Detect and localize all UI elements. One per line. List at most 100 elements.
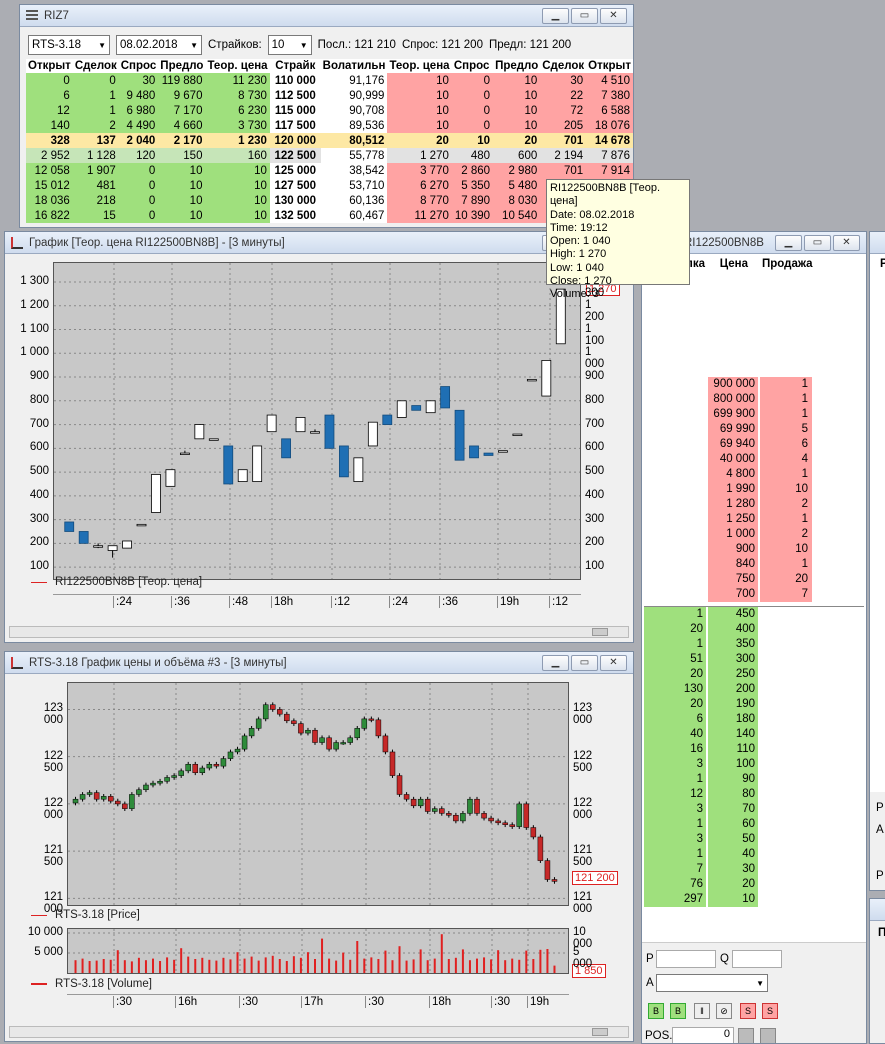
dom-row[interactable]: 3 50: [644, 832, 864, 847]
dom-price-cell[interactable]: 250: [708, 667, 758, 682]
dom-sell-cell[interactable]: 20: [760, 572, 812, 587]
table-cell[interactable]: 15 012: [26, 178, 73, 193]
table-cell[interactable]: 10: [205, 178, 270, 193]
dom-price-cell[interactable]: 4 800: [708, 467, 758, 482]
dom-sell-cell[interactable]: 1: [760, 512, 812, 527]
dom-sell-cell[interactable]: [760, 637, 812, 652]
table-cell[interactable]: 20: [387, 133, 452, 148]
table-cell[interactable]: 1 128: [72, 148, 119, 163]
chart2-scrollbar[interactable]: [9, 1026, 629, 1038]
col-header[interactable]: Сделок: [72, 59, 119, 73]
table-cell[interactable]: 5 480: [493, 178, 541, 193]
table-cell[interactable]: 150: [158, 148, 206, 163]
dom-price-cell[interactable]: 110: [708, 742, 758, 757]
table-row[interactable]: 12 1 6 980 7 170 6 230 115 000 90,708 10 0 10 72 6 …: [26, 103, 633, 118]
dom-price-cell[interactable]: 400: [708, 622, 758, 637]
col-header[interactable]: Спрос: [118, 59, 159, 73]
dom-sell-cell[interactable]: 10: [760, 482, 812, 497]
table-cell[interactable]: 6 980: [118, 103, 159, 118]
dom-price-cell[interactable]: 80: [708, 787, 758, 802]
table-cell[interactable]: 1 907: [72, 163, 119, 178]
table-cell[interactable]: 2 952: [26, 148, 73, 163]
table-cell[interactable]: 6: [26, 88, 73, 103]
table-cell[interactable]: 140: [26, 118, 73, 133]
dom-buy-cell[interactable]: 20: [644, 667, 706, 682]
dom-row[interactable]: 6 180: [644, 712, 864, 727]
dom-row[interactable]: 12 80: [644, 787, 864, 802]
window-menu-icon[interactable]: [26, 9, 38, 22]
table-cell[interactable]: 7 890: [451, 193, 494, 208]
maximize-icon[interactable]: ▭: [571, 655, 598, 671]
dom-row[interactable]: 900 000 1: [644, 377, 864, 392]
dom-row[interactable]: 40 140: [644, 727, 864, 742]
table-cell[interactable]: 137: [72, 133, 119, 148]
dom-sell-cell[interactable]: [760, 832, 812, 847]
sell-market-button[interactable]: S: [762, 1003, 778, 1019]
col-header[interactable]: Сделок: [540, 59, 587, 73]
date-select[interactable]: 08.02.2018 ▼: [116, 35, 202, 55]
table-cell[interactable]: 14 678: [586, 133, 633, 148]
dom-row[interactable]: 1 990 10: [644, 482, 864, 497]
table-cell[interactable]: 10: [387, 88, 452, 103]
table-cell[interactable]: 132 500: [269, 208, 321, 223]
dom-price-cell[interactable]: 70: [708, 802, 758, 817]
account-select[interactable]: ▼: [656, 974, 768, 992]
dom-row[interactable]: 1 60: [644, 817, 864, 832]
table-cell[interactable]: 6 270: [387, 178, 452, 193]
dom-row[interactable]: 1 450: [644, 607, 864, 622]
minimize-icon[interactable]: ▁: [542, 8, 569, 24]
dom-buy-cell[interactable]: 76: [644, 877, 706, 892]
col-header[interactable]: Предло: [493, 59, 541, 73]
table-cell[interactable]: 701: [540, 133, 587, 148]
table-cell[interactable]: 2 040: [118, 133, 159, 148]
table-cell[interactable]: 0: [451, 118, 494, 133]
table-cell[interactable]: 0: [451, 88, 494, 103]
col-header[interactable]: Предло: [158, 59, 206, 73]
dom-sell-cell[interactable]: [760, 817, 812, 832]
split-icon[interactable]: ‖: [694, 1003, 710, 1019]
table-cell[interactable]: 7 170: [158, 103, 206, 118]
scroll-thumb[interactable]: [592, 628, 608, 636]
dom-row[interactable]: 20 250: [644, 667, 864, 682]
chart-icon[interactable]: [11, 656, 23, 669]
dom-price-cell[interactable]: 180: [708, 712, 758, 727]
dom-buy-cell[interactable]: [644, 467, 706, 482]
dom-buy-cell[interactable]: [644, 482, 706, 497]
dom-row[interactable]: 20 190: [644, 697, 864, 712]
table-cell[interactable]: 0: [26, 73, 73, 88]
dom-row[interactable]: 51 300: [644, 652, 864, 667]
dom-buy-cell[interactable]: [644, 377, 706, 392]
position-action-icon[interactable]: [738, 1028, 754, 1043]
table-cell[interactable]: 6 588: [586, 103, 633, 118]
table-cell[interactable]: 120 000: [269, 133, 321, 148]
table-cell[interactable]: 120: [118, 148, 159, 163]
table-cell[interactable]: 3 730: [205, 118, 270, 133]
col-header[interactable]: Теор. цена: [205, 59, 270, 73]
dom-buy-cell[interactable]: [644, 422, 706, 437]
table-cell[interactable]: 53,710: [320, 178, 388, 193]
dom-sell-cell[interactable]: 5: [760, 422, 812, 437]
dom-row[interactable]: 1 250 1: [644, 512, 864, 527]
dom-sell-cell[interactable]: [760, 787, 812, 802]
dom-row[interactable]: 1 350: [644, 637, 864, 652]
dom-row[interactable]: 20 400: [644, 622, 864, 637]
dom-buy-cell[interactable]: 7: [644, 862, 706, 877]
dom-sell-cell[interactable]: 4: [760, 452, 812, 467]
dom-buy-cell[interactable]: 20: [644, 622, 706, 637]
dom-price-cell[interactable]: 800 000: [708, 392, 758, 407]
dom-row[interactable]: 69 940 6: [644, 437, 864, 452]
col-header[interactable]: Страйк: [269, 59, 321, 73]
table-cell[interactable]: 125 000: [269, 163, 321, 178]
position-close-icon[interactable]: [760, 1028, 776, 1043]
table-cell[interactable]: 481: [72, 178, 119, 193]
dom-sell-cell[interactable]: 1: [760, 467, 812, 482]
table-cell[interactable]: 9 670: [158, 88, 206, 103]
col-header[interactable]: Спрос: [451, 59, 494, 73]
table-cell[interactable]: 10 540: [493, 208, 541, 223]
dom-sell-cell[interactable]: [760, 757, 812, 772]
table-cell[interactable]: 10: [158, 193, 206, 208]
dom-buy-cell[interactable]: 130: [644, 682, 706, 697]
dom-row[interactable]: 297 10: [644, 892, 864, 907]
dom-buy-cell[interactable]: 297: [644, 892, 706, 907]
dom-sell-cell[interactable]: [760, 847, 812, 862]
